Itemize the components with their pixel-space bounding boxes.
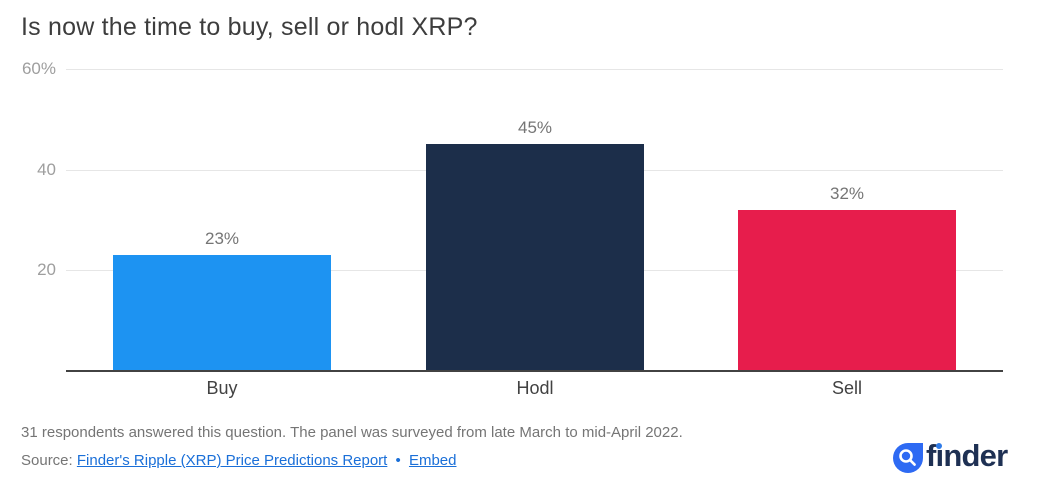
bar-hodl[interactable]: [426, 144, 644, 371]
x-axis-label-buy: Buy: [206, 378, 238, 398]
bar-sell[interactable]: [738, 210, 956, 371]
x-axis-line: [66, 370, 1003, 372]
source-label: Source:: [21, 452, 73, 469]
x-axis-label-hodl: Hodl: [516, 378, 554, 398]
magnifier-icon: [893, 443, 923, 473]
chart-title: Is now the time to buy, sell or hodl XRP…: [21, 13, 478, 41]
value-label-sell: 32%: [829, 184, 865, 203]
y-axis-tick-40: 40: [37, 160, 56, 179]
source-separator: •: [395, 452, 401, 469]
bar-buy[interactable]: [113, 255, 331, 371]
value-label-buy: 23%: [204, 229, 240, 248]
source-line: Source: Finder's Ripple (XRP) Price Pred…: [21, 452, 457, 469]
source-report-link[interactable]: Finder's Ripple (XRP) Price Predictions …: [76, 452, 388, 469]
survey-footnote: 31 respondents answered this question. T…: [21, 424, 683, 441]
value-label-hodl: 45%: [517, 118, 553, 137]
x-axis-label-sell: Sell: [831, 378, 862, 398]
embed-link[interactable]: Embed: [408, 452, 457, 469]
gridline-60: [66, 69, 1003, 70]
finder-logo[interactable]: f ı nder: [893, 438, 1008, 473]
y-axis-tick-20: 20: [37, 260, 56, 279]
finder-logo-text: f ı nder: [926, 438, 1008, 473]
y-axis-tick-60: 60%: [21, 59, 56, 78]
